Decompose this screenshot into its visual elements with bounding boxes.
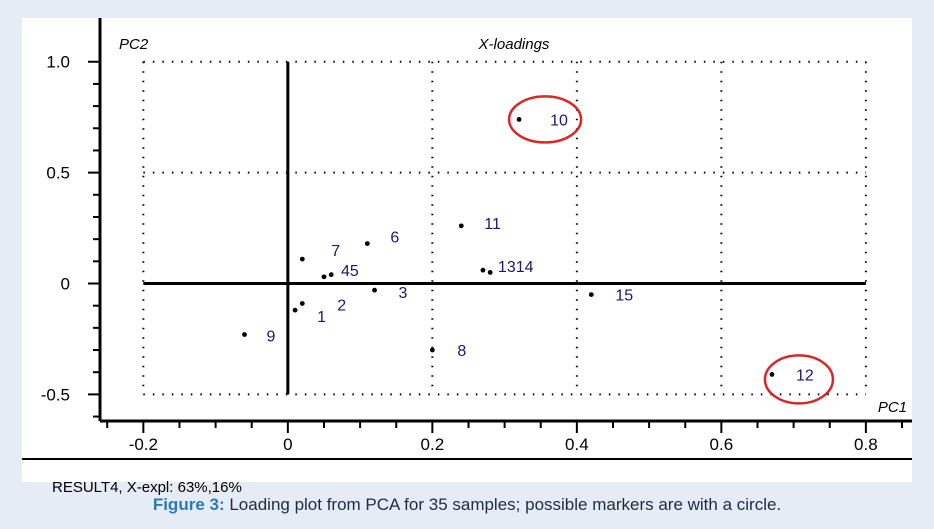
- caption-label: Figure 3:: [152, 495, 225, 514]
- y-axis-title: PC2: [119, 36, 149, 53]
- x-tick-label: 0.2: [421, 435, 445, 454]
- point-label-1: 1: [317, 309, 326, 326]
- point-9: [242, 332, 247, 337]
- point-label-7: 7: [331, 243, 340, 260]
- y-tick-label: -0.5: [41, 385, 70, 404]
- point-label-3: 3: [399, 285, 408, 302]
- point-1: [292, 307, 298, 313]
- x-tick-label: 0: [283, 435, 292, 454]
- figure-caption: Figure 3: Loading plot from PCA for 35 s…: [0, 495, 934, 515]
- point-label-11: 11: [484, 216, 501, 233]
- y-tick-label: 0: [61, 275, 70, 294]
- point-4: [321, 274, 327, 280]
- highlight-circle-12: [763, 354, 835, 405]
- point-6: [364, 241, 370, 246]
- point-label-10: 10: [550, 112, 568, 129]
- highlight-circle-10: [507, 95, 583, 144]
- y-tick-label: 1.0: [46, 53, 70, 72]
- point-11: [458, 223, 464, 229]
- point-label-6: 6: [390, 230, 399, 247]
- x-tick-label: 0.6: [710, 435, 734, 454]
- result-explained-variance: RESULT4, X-expl: 63%,16%: [52, 479, 242, 496]
- point-12: [769, 372, 775, 377]
- point-label-1314: 1314: [498, 259, 534, 276]
- point-10: [516, 117, 522, 122]
- point-3: [372, 287, 377, 293]
- point-label-12: 12: [796, 367, 814, 384]
- point-label-8: 8: [457, 343, 466, 360]
- point-8: [429, 347, 435, 353]
- loading-plot: -0.5 0 0.5 1.0 -0.2 0 0.2 0.4 0.6 0.8 X-loadings PC…: [22, 18, 912, 460]
- point-7: [299, 256, 305, 262]
- point-label-15: 15: [615, 288, 633, 305]
- point-label-2: 2: [337, 297, 346, 314]
- caption-text: Loading plot from PCA for 35 samples; po…: [224, 495, 782, 514]
- point-5: [328, 272, 334, 278]
- x-tick-label: 0.4: [565, 435, 589, 454]
- point-13: [480, 267, 486, 273]
- x-axis-title: PC1: [878, 399, 907, 416]
- x-tick-label: 0.8: [854, 435, 878, 454]
- point-15: [588, 292, 594, 297]
- point-label-9: 9: [267, 329, 276, 346]
- point-2: [299, 301, 305, 306]
- y-tick-label: 0.5: [46, 164, 70, 183]
- point-14: [487, 270, 493, 275]
- x-tick-label: -0.2: [129, 435, 158, 454]
- point-label-45: 45: [341, 263, 359, 280]
- chart-title: X-loadings: [478, 36, 550, 53]
- plot-panel: -0.5 0 0.5 1.0 -0.2 0 0.2 0.4 0.6 0.8 X-loadings PC…: [22, 18, 912, 496]
